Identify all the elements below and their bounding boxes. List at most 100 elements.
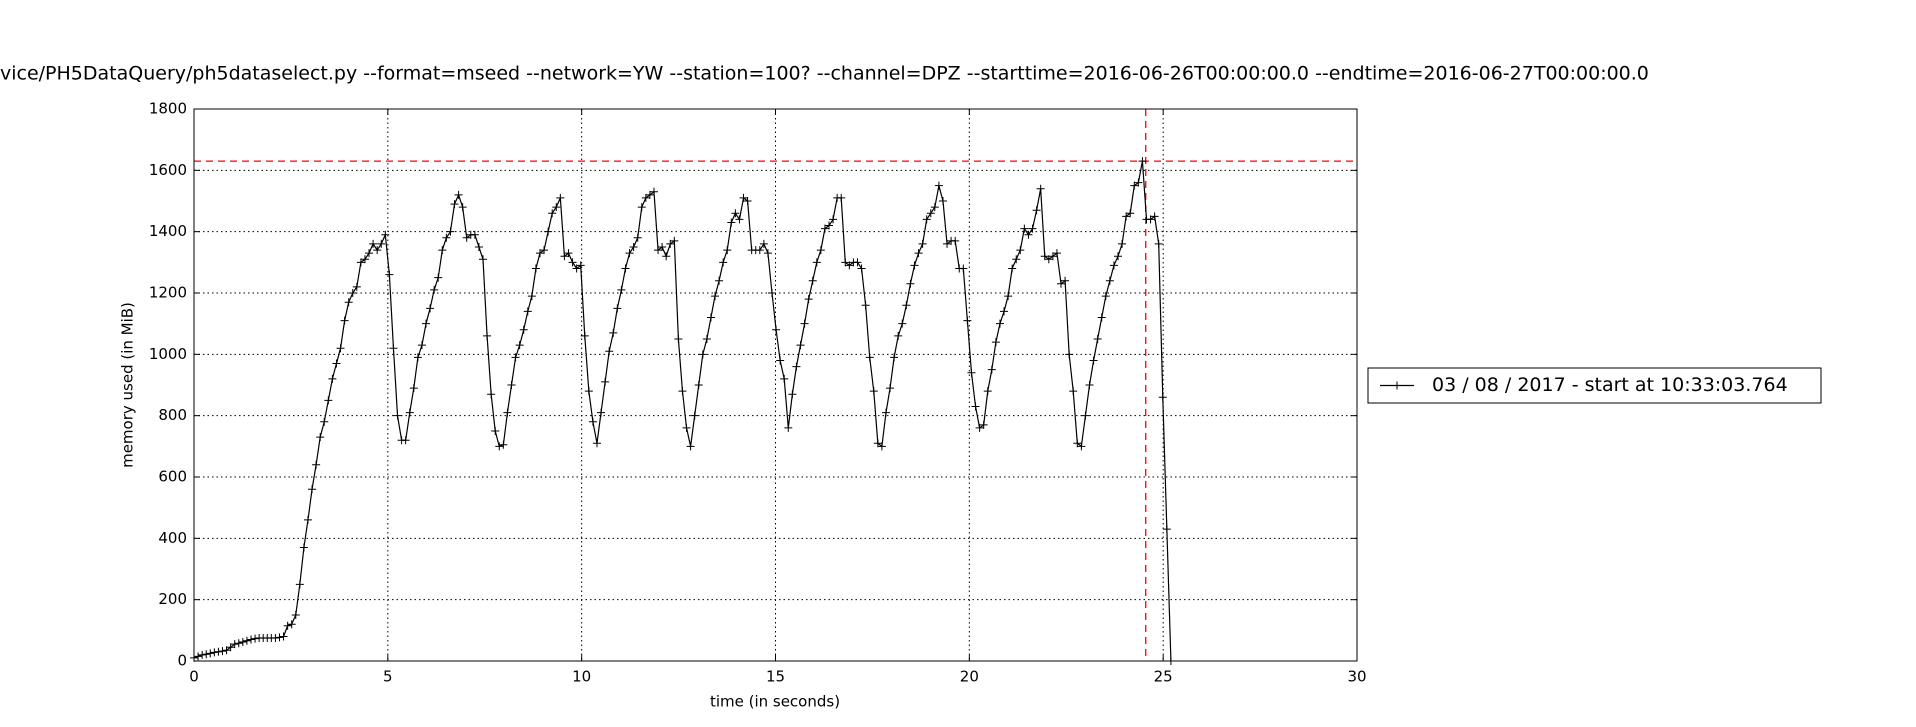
legend-swatch — [1393, 381, 1401, 390]
data-point — [1012, 255, 1021, 264]
data-point — [796, 341, 805, 350]
data-point — [861, 301, 870, 310]
data-point — [869, 387, 878, 396]
y-tick-label: 1800 — [149, 100, 187, 118]
data-point — [605, 347, 614, 356]
x-tick-label: 15 — [766, 668, 785, 686]
data-point — [385, 270, 394, 279]
data-point — [393, 411, 402, 420]
x-tick-label: 20 — [960, 668, 979, 686]
data-point — [886, 384, 895, 393]
data-point — [405, 408, 414, 417]
data-point — [930, 203, 939, 212]
x-tick-label: 5 — [383, 668, 393, 686]
y-tick-label: 400 — [158, 529, 187, 547]
data-point — [678, 387, 687, 396]
data-point — [824, 221, 833, 230]
data-point — [426, 304, 435, 313]
data-point — [523, 307, 532, 316]
data-point — [1134, 178, 1143, 187]
data-point — [743, 197, 752, 205]
data-point — [792, 362, 801, 371]
data-point — [544, 227, 553, 236]
data-point — [727, 218, 736, 227]
data-point — [507, 381, 516, 389]
data-point — [902, 301, 911, 310]
data-point — [360, 255, 369, 264]
data-point — [894, 331, 903, 340]
data-point — [438, 246, 447, 255]
data-point — [348, 289, 357, 297]
data-point — [572, 264, 581, 273]
x-tick-label: 10 — [572, 668, 591, 686]
data-point — [580, 331, 589, 340]
data-point — [499, 440, 508, 449]
data-point — [906, 279, 915, 288]
data-point — [963, 316, 972, 325]
data-point — [340, 316, 349, 325]
y-tick-label: 0 — [177, 652, 187, 670]
data-point — [1057, 279, 1066, 288]
data-point — [804, 295, 813, 304]
data-point — [556, 193, 565, 202]
data-point — [890, 353, 899, 362]
data-point — [723, 246, 732, 255]
chart-title: vice/PH5DataQuery/ph5dataselect.py --for… — [0, 63, 1649, 85]
data-point — [934, 181, 943, 190]
x-tick-label: 30 — [1347, 668, 1366, 686]
data-point — [527, 292, 536, 301]
data-point — [1158, 393, 1167, 402]
data-point — [295, 580, 304, 589]
data-point — [238, 637, 247, 646]
data-point — [759, 239, 768, 248]
data-point — [373, 246, 382, 255]
data-point — [755, 246, 764, 255]
data-point — [312, 460, 321, 469]
data-point — [881, 408, 890, 417]
data-point — [1081, 411, 1090, 420]
data-point — [780, 374, 789, 383]
data-point — [926, 209, 935, 218]
data-point — [242, 636, 251, 645]
data-point — [279, 632, 288, 641]
data-point — [576, 261, 585, 270]
data-point — [1150, 212, 1159, 221]
data-point — [491, 427, 500, 435]
data-point — [637, 203, 646, 212]
data-point — [641, 193, 650, 202]
data-point — [515, 341, 524, 350]
data-point — [816, 246, 825, 255]
data-point — [690, 411, 699, 420]
data-point — [275, 633, 284, 642]
data-point — [1073, 439, 1082, 448]
data-point — [1024, 230, 1033, 239]
data-point — [434, 273, 443, 282]
data-point — [1122, 212, 1131, 221]
data-point — [1105, 276, 1114, 285]
data-point — [246, 635, 255, 644]
data-point — [719, 258, 728, 267]
data-point — [820, 224, 829, 233]
data-point — [1061, 276, 1070, 285]
data-point — [959, 264, 968, 273]
data-point — [971, 402, 980, 411]
data-point — [686, 442, 695, 451]
data-point — [1154, 239, 1163, 248]
data-point — [1114, 252, 1122, 261]
data-point — [1146, 215, 1155, 224]
data-point — [654, 246, 663, 255]
data-point — [592, 439, 601, 448]
data-point — [987, 365, 996, 374]
data-point — [230, 640, 239, 649]
data-point — [1069, 387, 1078, 396]
data-point — [365, 249, 374, 258]
data-point — [503, 408, 512, 417]
data-point — [910, 261, 919, 270]
data-point — [975, 423, 984, 432]
data-point — [857, 264, 866, 273]
data-point — [328, 374, 337, 383]
data-point — [588, 417, 597, 426]
data-point — [914, 249, 923, 258]
data-point — [1048, 252, 1057, 261]
data-point — [308, 485, 317, 494]
